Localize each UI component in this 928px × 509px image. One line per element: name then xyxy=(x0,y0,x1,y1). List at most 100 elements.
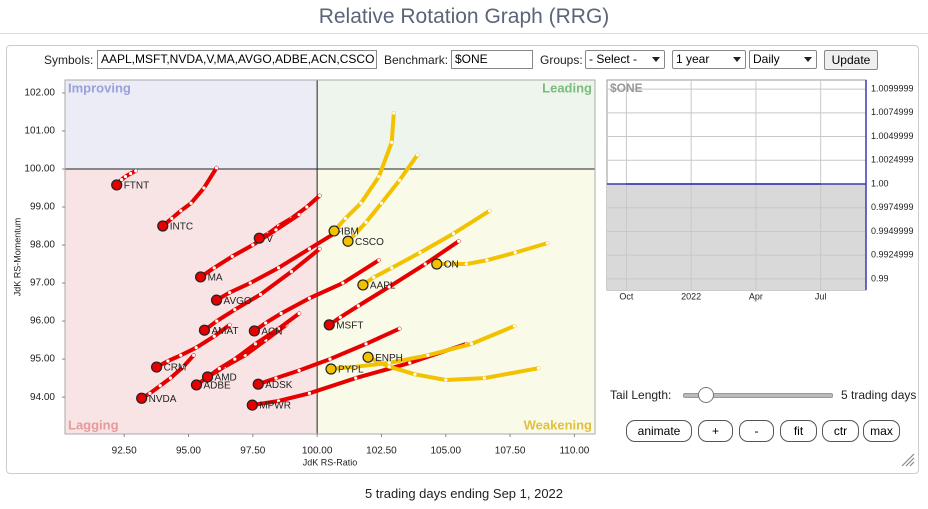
tail xyxy=(205,311,302,379)
tail-point xyxy=(372,275,376,279)
symbol-label: MPWR xyxy=(259,401,291,412)
tail-point xyxy=(274,228,278,232)
tail-point xyxy=(166,359,170,363)
tail-point xyxy=(215,319,219,323)
tail-point xyxy=(485,258,489,262)
tail xyxy=(139,353,196,401)
head xyxy=(253,232,265,244)
tail-point xyxy=(248,281,252,285)
frequency-select[interactable]: Daily xyxy=(749,50,817,69)
tail-point xyxy=(134,169,138,173)
quadrant-label: Improving xyxy=(68,80,131,95)
tail-point xyxy=(289,270,294,274)
y-tick-label: 1.00 xyxy=(871,178,889,188)
zoom-out-button[interactable]: - xyxy=(739,420,774,442)
quadrant-leading xyxy=(317,80,595,169)
tail-point xyxy=(338,315,342,319)
tail-point xyxy=(413,372,417,376)
symbol-label: MSFT xyxy=(336,321,363,332)
tail xyxy=(346,152,420,244)
update-button[interactable]: Update xyxy=(824,50,878,70)
tail-point xyxy=(464,262,468,266)
symbol-label: CRM xyxy=(164,363,187,374)
head xyxy=(325,363,337,375)
quadrant-improving xyxy=(65,80,318,169)
tail-point xyxy=(397,327,402,331)
tail-point xyxy=(148,391,152,395)
head xyxy=(328,225,340,237)
tail-slider[interactable] xyxy=(683,393,833,398)
tail-knob[interactable] xyxy=(698,387,714,403)
tail-point xyxy=(513,251,517,255)
y-tick-label: 94.00 xyxy=(30,392,55,403)
y-tick-label: 0.9949999 xyxy=(871,226,914,236)
head xyxy=(111,179,123,191)
tail xyxy=(154,322,232,370)
tail-point xyxy=(179,353,183,357)
tail-point xyxy=(123,174,128,179)
y-tick-label: 1.0049999 xyxy=(871,131,914,141)
y-tick-label: 1.0024999 xyxy=(871,155,914,165)
page-title: Relative Rotation Graph (RRG) xyxy=(0,0,928,34)
tail-point xyxy=(446,262,450,266)
center-button[interactable]: ctr xyxy=(822,420,859,442)
animate-button[interactable]: animate xyxy=(626,420,692,442)
head xyxy=(201,371,214,383)
tail-point xyxy=(158,384,162,388)
groups-select[interactable]: - Select - xyxy=(585,50,665,69)
tail-point xyxy=(228,323,232,327)
tail-point xyxy=(354,365,358,369)
symbol-label: AMAT xyxy=(211,326,238,337)
tail-point xyxy=(189,201,193,205)
footer: 5 trading days ending Sep 1, 2022 xyxy=(364,486,564,501)
zoom-in-button[interactable]: + xyxy=(698,420,733,442)
tail-point xyxy=(228,290,232,295)
tail-point xyxy=(274,376,278,380)
tail-point xyxy=(253,342,257,346)
tail-point xyxy=(233,357,237,361)
fit-button[interactable]: fit xyxy=(780,420,817,442)
head xyxy=(136,392,148,404)
tail-point xyxy=(297,311,301,316)
head xyxy=(362,351,374,363)
tail-point xyxy=(354,232,358,236)
symbol-label: AMD xyxy=(215,373,237,384)
quadrant-label: Leading xyxy=(542,80,592,95)
tail xyxy=(198,212,302,279)
tails xyxy=(114,111,550,408)
max-button[interactable]: max xyxy=(863,420,900,442)
symbol-label: ADSK xyxy=(265,380,293,391)
head xyxy=(198,324,211,336)
symbols-label: Symbols: xyxy=(44,53,94,67)
head xyxy=(190,379,203,391)
tail-point xyxy=(444,378,448,382)
tail-point xyxy=(217,366,221,371)
quadrant-label: Lagging xyxy=(68,417,119,432)
symbols-input[interactable]: AAPL,MSFT,NVDA,V,MA,AVGO,ADBE,ACN,CSCO xyxy=(97,50,377,69)
symbol-label: ON xyxy=(444,260,459,271)
tail-point xyxy=(233,308,237,312)
series-label: $ONE xyxy=(610,81,643,95)
period-select[interactable]: 1 year xyxy=(672,50,746,69)
tail xyxy=(214,227,343,303)
tail xyxy=(160,165,219,229)
mini-area xyxy=(607,184,866,290)
panel xyxy=(6,45,919,474)
y-tick-label: 100.00 xyxy=(24,164,55,175)
x-tick-label: 100.00 xyxy=(302,446,333,457)
tail-point xyxy=(343,216,348,221)
symbol-label: INTC xyxy=(170,222,193,233)
tail-point xyxy=(379,201,384,205)
x-tick-label: Jul xyxy=(815,291,827,301)
tail-point xyxy=(120,178,124,182)
tail xyxy=(252,258,381,333)
tail xyxy=(360,208,492,287)
x-tick-label: 95.00 xyxy=(176,446,201,457)
y-axis-title: JdK RS-Momentum xyxy=(12,218,22,297)
head xyxy=(248,325,260,337)
symbol-label: ACN xyxy=(261,327,282,338)
symbol-label: IBM xyxy=(341,227,359,238)
y-tick-label: 102.00 xyxy=(24,88,55,99)
benchmark-input[interactable]: $ONE xyxy=(451,50,533,69)
